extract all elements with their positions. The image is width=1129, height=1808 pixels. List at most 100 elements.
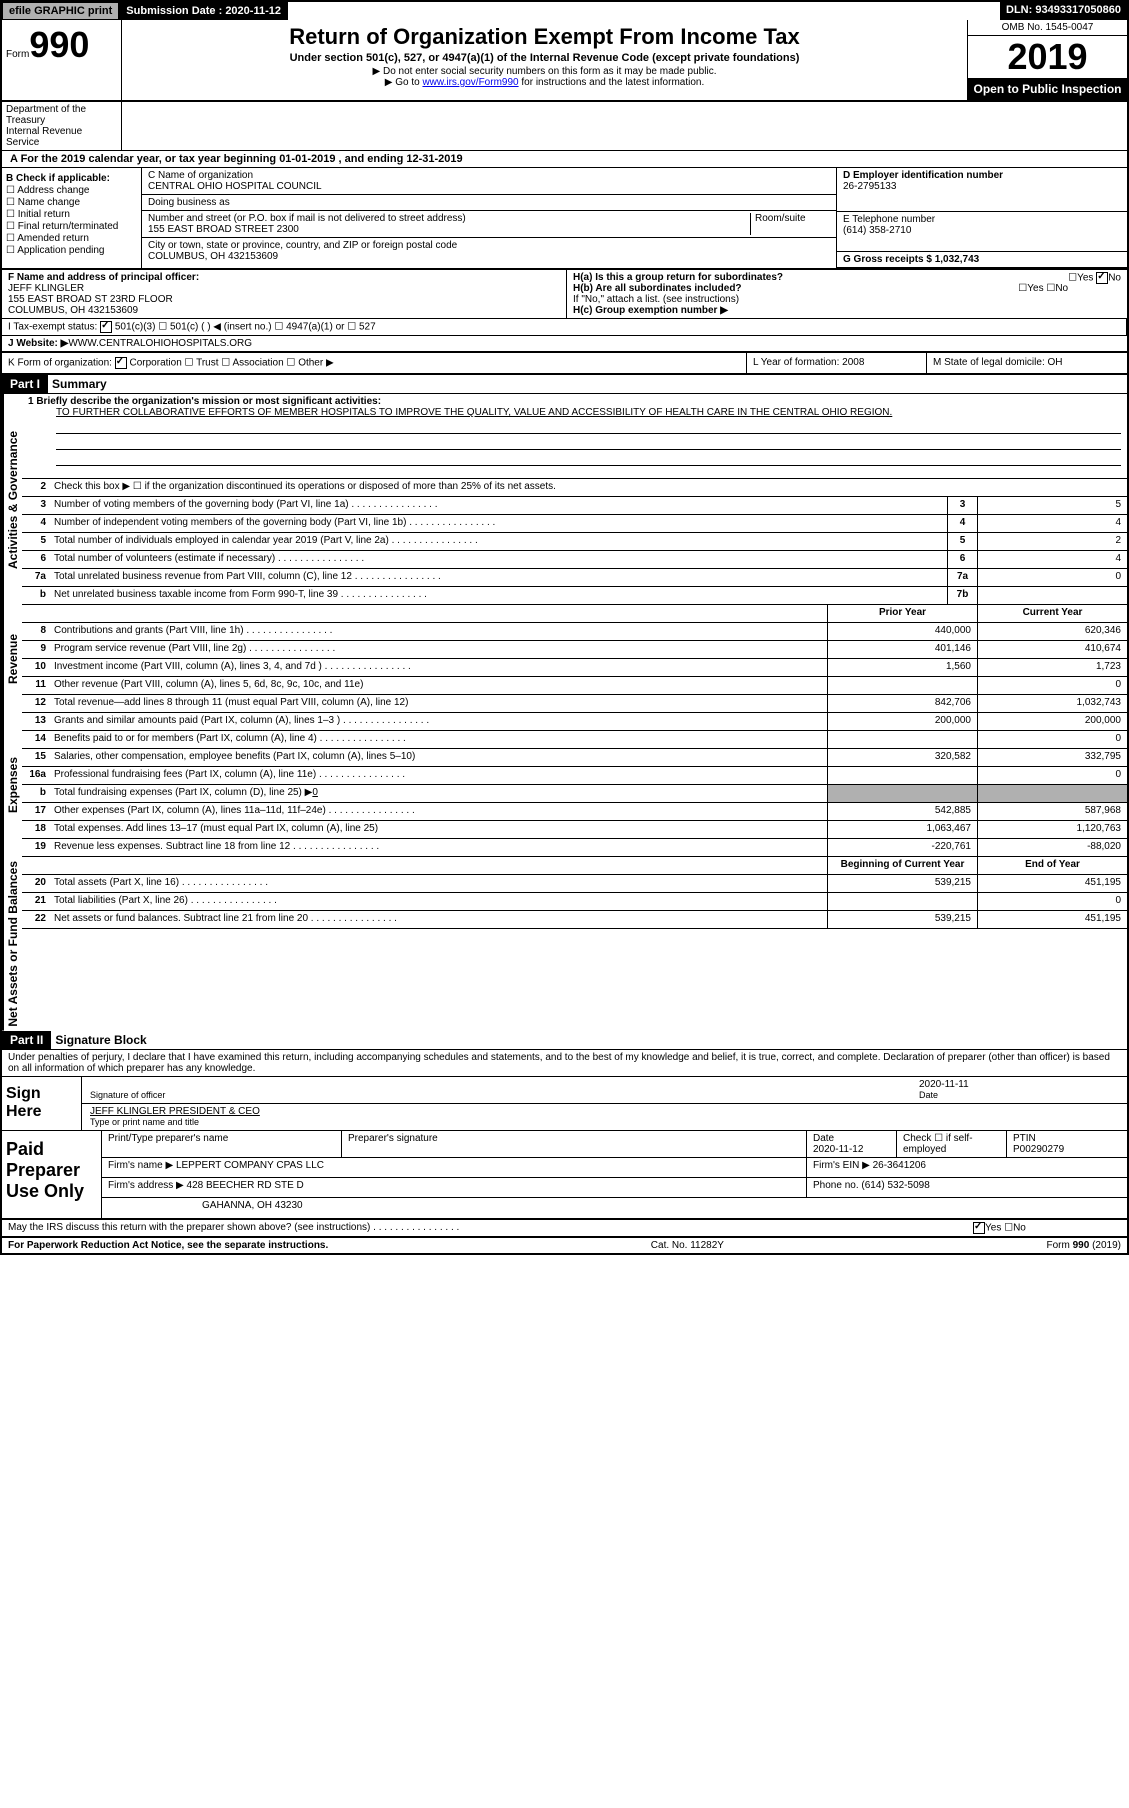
k-row: K Form of organization: Corporation ☐ Tr… [2, 353, 1127, 375]
line8: Contributions and grants (Part VIII, lin… [50, 623, 827, 640]
ha-row: H(a) Is this a group return for subordin… [573, 272, 1121, 283]
c20: 451,195 [977, 875, 1127, 892]
val4: 4 [977, 515, 1127, 532]
firm-name: Firm's name ▶ LEPPERT COMPANY CPAS LLC [102, 1158, 807, 1177]
right-info: D Employer identification number 26-2795… [837, 168, 1127, 268]
line7a: Total unrelated business revenue from Pa… [50, 569, 947, 586]
paid-label: Paid Preparer Use Only [2, 1131, 102, 1218]
footer: For Paperwork Reduction Act Notice, see … [2, 1237, 1127, 1253]
p15: 320,582 [827, 749, 977, 766]
website-label: J Website: ▶ [8, 338, 68, 349]
firm-addr: Firm's address ▶ 428 BEECHER RD STE D [102, 1178, 807, 1197]
form-number-box: Form990 [2, 20, 122, 100]
room-suite: Room/suite [750, 213, 830, 235]
check-pending[interactable]: ☐ Application pending [6, 245, 137, 256]
check-name[interactable]: ☐ Name change [6, 197, 137, 208]
side-exp: Expenses [2, 713, 22, 857]
cat-no: Cat. No. 11282Y [651, 1240, 724, 1251]
dept1: Department of the Treasury [6, 104, 117, 126]
val7a: 0 [977, 569, 1127, 586]
check-final[interactable]: ☐ Final return/terminated [6, 221, 137, 232]
officer-name-line: JEFF KLINGLER PRESIDENT & CEOType or pri… [82, 1104, 1127, 1130]
check-amended[interactable]: ☐ Amended return [6, 233, 137, 244]
inspection-label: Open to Public Inspection [968, 78, 1127, 100]
instr2-prefix: ▶ Go to [385, 77, 423, 88]
mission-text: TO FURTHER COLLABORATIVE EFFORTS OF MEMB… [56, 407, 1121, 418]
p20: 539,215 [827, 875, 977, 892]
check-initial[interactable]: ☐ Initial return [6, 209, 137, 220]
checkbox-column: B Check if applicable: ☐ Address change … [2, 168, 142, 268]
gross-cell: G Gross receipts $ 1,032,743 [837, 252, 1127, 268]
instr2-suffix: for instructions and the latest informat… [519, 77, 705, 88]
part1-title: Summary [48, 375, 111, 393]
val7b [977, 587, 1127, 604]
val5: 2 [977, 533, 1127, 550]
officer-name: JEFF KLINGLER [8, 283, 560, 294]
c18: 1,120,763 [977, 821, 1127, 838]
line14: Benefits paid to or for members (Part IX… [50, 731, 827, 748]
val3: 5 [977, 497, 1127, 514]
p12: 842,706 [827, 695, 977, 712]
firm-city: GAHANNA, OH 43230 [102, 1198, 1127, 1218]
c22: 451,195 [977, 911, 1127, 928]
p22: 539,215 [827, 911, 977, 928]
check-501c3[interactable] [100, 321, 112, 333]
irs-link[interactable]: www.irs.gov/Form990 [422, 77, 518, 88]
check-corp[interactable] [115, 357, 127, 369]
officer-info: F Name and address of principal officer:… [2, 270, 567, 318]
self-employed[interactable]: Check ☐ if self-employed [897, 1131, 1007, 1157]
ptin: PTINP00290279 [1007, 1131, 1127, 1157]
revenue-section: Revenue Prior YearCurrent Year 8Contribu… [2, 605, 1127, 713]
discuss-yes-no[interactable]: Yes ☐No [967, 1220, 1127, 1236]
phone-label: E Telephone number [843, 214, 1121, 225]
org-address: 155 EAST BROAD STREET 2300 [148, 224, 299, 235]
c16b [977, 785, 1127, 802]
c13: 200,000 [977, 713, 1127, 730]
ein-value: 26-2795133 [843, 181, 1121, 192]
officer-label: F Name and address of principal officer: [8, 272, 560, 283]
expenses-section: Expenses 13Grants and similar amounts pa… [2, 713, 1127, 857]
c17: 587,968 [977, 803, 1127, 820]
check-header: B Check if applicable: [6, 173, 137, 184]
org-city: COLUMBUS, OH 432153609 [148, 251, 278, 262]
prep-sig[interactable]: Preparer's signature [342, 1131, 807, 1157]
info-block: B Check if applicable: ☐ Address change … [2, 168, 1127, 270]
form-title: Return of Organization Exempt From Incom… [130, 24, 959, 50]
form-ref: Form 990 (2019) [1047, 1240, 1121, 1251]
line7b: Net unrelated business taxable income fr… [50, 587, 947, 604]
part2-label: Part II [2, 1031, 51, 1049]
line18: Total expenses. Add lines 13–17 (must eq… [50, 821, 827, 838]
net-assets-section: Net Assets or Fund Balances Beginning of… [2, 857, 1127, 1031]
efile-button[interactable]: efile GRAPHIC print [2, 2, 119, 20]
ein-cell: D Employer identification number 26-2795… [837, 168, 1127, 212]
check-address[interactable]: ☐ Address change [6, 185, 137, 196]
officer-sig-line[interactable]: Signature of officer 2020-11-11Date [82, 1077, 1127, 1104]
submission-date: Submission Date : 2020-11-12 [119, 2, 288, 20]
prior-hdr: Prior Year [827, 605, 977, 622]
discuss-row: May the IRS discuss this return with the… [2, 1219, 1127, 1237]
status-label: I Tax-exempt status: [8, 322, 97, 333]
c10: 1,723 [977, 659, 1127, 676]
paperwork-notice: For Paperwork Reduction Act Notice, see … [8, 1240, 328, 1251]
officer-addr2: COLUMBUS, OH 432153609 [8, 305, 560, 316]
part1-label: Part I [2, 375, 48, 393]
current-hdr: Current Year [977, 605, 1127, 622]
hb-note: If "No," attach a list. (see instruction… [573, 294, 1121, 305]
top-bar: efile GRAPHIC print Submission Date : 20… [2, 2, 1127, 20]
line16b: Total fundraising expenses (Part IX, col… [50, 785, 827, 802]
year-box: OMB No. 1545-0047 2019 Open to Public In… [967, 20, 1127, 100]
form-of-org: K Form of organization: Corporation ☐ Tr… [2, 353, 747, 373]
sign-here-label: Sign Here [2, 1077, 82, 1130]
tax-status-row: I Tax-exempt status: 501(c)(3) ☐ 501(c) … [2, 319, 1127, 336]
line20: Total assets (Part X, line 16) [50, 875, 827, 892]
line10: Investment income (Part VIII, column (A)… [50, 659, 827, 676]
line11: Other revenue (Part VIII, column (A), li… [50, 677, 827, 694]
line17: Other expenses (Part IX, column (A), lin… [50, 803, 827, 820]
p16b [827, 785, 977, 802]
gross-receipts: G Gross receipts $ 1,032,743 [843, 254, 979, 265]
line19: Revenue less expenses. Subtract line 18 … [50, 839, 827, 856]
org-name-label: C Name of organization [148, 170, 253, 181]
line1-label: 1 Briefly describe the organization's mi… [28, 396, 381, 407]
prep-name: Print/Type preparer's name [102, 1131, 342, 1157]
side-gov: Activities & Governance [2, 394, 22, 605]
